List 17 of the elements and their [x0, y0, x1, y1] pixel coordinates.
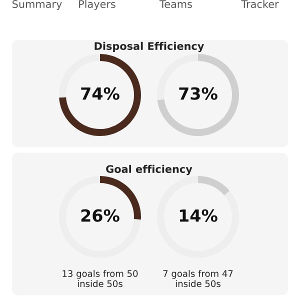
text: 26%	[81, 209, 120, 222]
text: Summary	[12, 0, 62, 10]
donut-slice	[198, 176, 230, 196]
text: 7 goals from 47 inside 50s	[163, 270, 233, 288]
text: Players	[79, 0, 116, 10]
text: 13 goals from 50 inside 50s	[62, 270, 138, 288]
text: Tracker	[241, 0, 279, 8]
chart-title: Disposal Efficiency	[94, 42, 204, 52]
donut-slice	[59, 176, 141, 258]
text: 74%	[81, 87, 120, 100]
chart-title: Goal efficiency	[106, 164, 192, 176]
text: Teams	[159, 0, 192, 8]
donut-slice	[157, 54, 239, 136]
donut-slice	[157, 176, 239, 258]
text: 73%	[179, 87, 218, 100]
text: 14%	[180, 209, 218, 222]
donut-slice	[59, 54, 141, 136]
